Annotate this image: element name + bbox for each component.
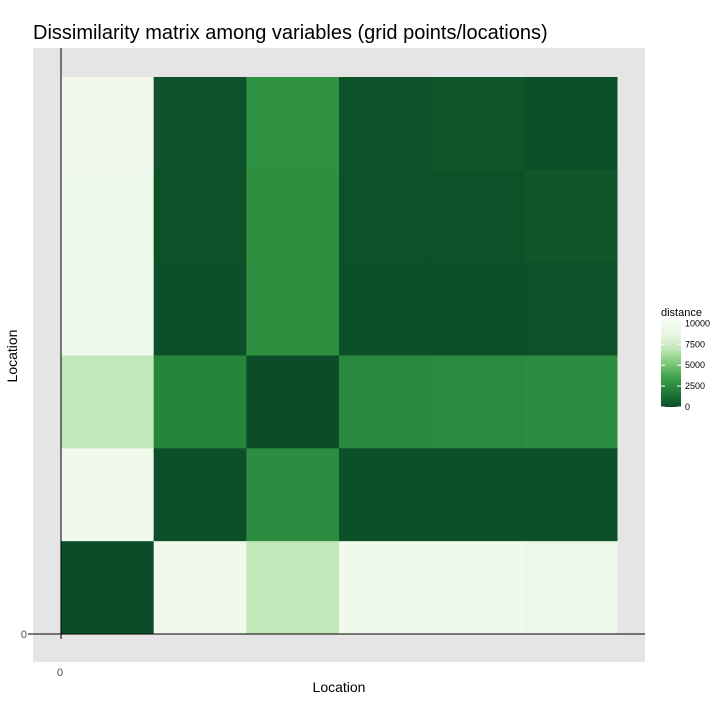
heatmap-cell-r0-c1 xyxy=(153,77,247,171)
heatmap-cell-r1-c0 xyxy=(61,169,155,264)
heatmap-cell-r5-c0 xyxy=(61,541,155,635)
legend-ticks: 10000 7500 5000 2500 0 xyxy=(661,318,710,412)
legend-tick-label-1: 7500 xyxy=(685,339,705,349)
heatmap-cell-r2-c4 xyxy=(431,262,525,356)
heatmap-cell-r3-c2 xyxy=(246,355,340,449)
heatmap-cell-r4-c1 xyxy=(153,448,247,542)
y-tick-label-0: 0 xyxy=(21,629,27,641)
heatmap-cell-r1-c3 xyxy=(339,169,433,264)
heatmap-cell-r1-c4 xyxy=(431,169,525,264)
legend-tick-label-3: 2500 xyxy=(685,381,705,391)
legend: distance 10000 7500 5000 2500 0 xyxy=(661,307,710,412)
heatmap-cell-r0-c3 xyxy=(339,77,433,171)
heatmap-cell-r3-c3 xyxy=(339,355,433,449)
heatmap-cell-r2-c1 xyxy=(153,262,247,356)
heatmap-cell-r0-c0 xyxy=(61,77,155,171)
heatmap-cell-r2-c3 xyxy=(339,262,433,356)
heatmap-cell-r5-c4 xyxy=(431,541,525,635)
heatmap-cell-r3-c5 xyxy=(524,355,618,449)
heatmap-cell-r2-c5 xyxy=(524,262,618,356)
heatmap-cell-r4-c2 xyxy=(246,448,340,542)
legend-tick-label-4: 0 xyxy=(685,402,690,412)
heatmap-cell-r2-c0 xyxy=(61,262,155,356)
x-axis-title: Location xyxy=(313,679,366,695)
y-axis-title: Location xyxy=(4,330,20,383)
heatmap-cell-r2-c2 xyxy=(246,262,340,356)
heatmap-cell-r0-c4 xyxy=(431,77,525,171)
heatmap-cell-r5-c3 xyxy=(339,541,433,635)
heatmap-cell-r4-c3 xyxy=(339,448,433,542)
x-tick-label-0: 0 xyxy=(57,667,63,679)
legend-colorbar xyxy=(661,320,681,407)
heatmap-cell-r1-c2 xyxy=(246,169,340,264)
heatmap-cell-r4-c5 xyxy=(524,448,618,542)
heatmap-cell-r4-c0 xyxy=(61,448,155,542)
heatmap-cell-r0-c5 xyxy=(524,77,618,171)
heatmap-cell-r3-c1 xyxy=(153,355,247,449)
heatmap-cell-r3-c0 xyxy=(61,355,155,449)
legend-tick-label-2: 5000 xyxy=(685,360,705,370)
legend-title: distance xyxy=(661,307,702,319)
heatmap-cell-r5-c1 xyxy=(153,541,247,635)
heatmap-cell-r3-c4 xyxy=(431,355,525,449)
heatmap-cell-r5-c5 xyxy=(524,541,618,635)
heatmap-cell-r0-c2 xyxy=(246,77,340,171)
heatmap-cell-r5-c2 xyxy=(246,541,340,635)
chart-title: Dissimilarity matrix among variables (gr… xyxy=(33,22,548,44)
legend-tick-label-0: 10000 xyxy=(685,318,710,328)
heatmap-cell-r1-c1 xyxy=(153,169,247,264)
heatmap-cell-r1-c5 xyxy=(524,169,618,264)
heatmap-cell-r4-c4 xyxy=(431,448,525,542)
heatmap-cells xyxy=(61,77,618,635)
